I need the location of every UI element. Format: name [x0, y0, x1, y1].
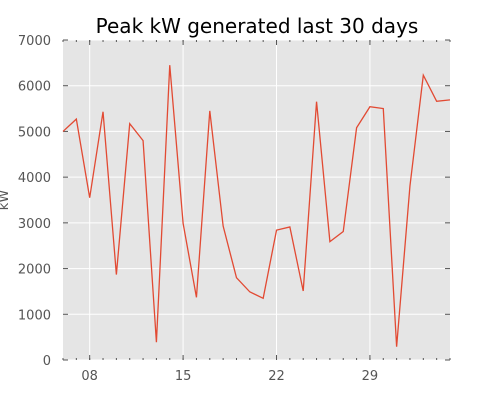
series-line-0: [62, 65, 451, 347]
y-tick-label: 1000: [18, 308, 51, 323]
series-group: [62, 65, 451, 347]
y-tick-label: 7000: [18, 34, 51, 49]
y-axis-tick-labels: 0 1000 2000 3000 4000 5000 6000 7000: [18, 34, 51, 369]
gridlines: [63, 39, 450, 361]
plot-area: [63, 40, 450, 360]
y-tick-label: 0: [43, 354, 51, 369]
axis-ticks: [62, 39, 451, 361]
x-axis-tick-labels: 08 15 22 29: [81, 369, 378, 384]
y-tick-label: 5000: [18, 125, 51, 140]
y-tick-label: 3000: [18, 217, 51, 232]
y-axis-label: kW: [0, 190, 12, 211]
y-tick-label: 4000: [18, 171, 51, 186]
x-tick-label: 29: [362, 369, 379, 384]
x-tick-label: 15: [175, 369, 192, 384]
x-tick-label: 08: [81, 369, 98, 384]
y-tick-label: 2000: [18, 263, 51, 278]
chart-title: Peak kW generated last 30 days: [96, 14, 419, 38]
y-tick-label: 6000: [18, 80, 51, 95]
x-tick-label: 22: [268, 369, 285, 384]
